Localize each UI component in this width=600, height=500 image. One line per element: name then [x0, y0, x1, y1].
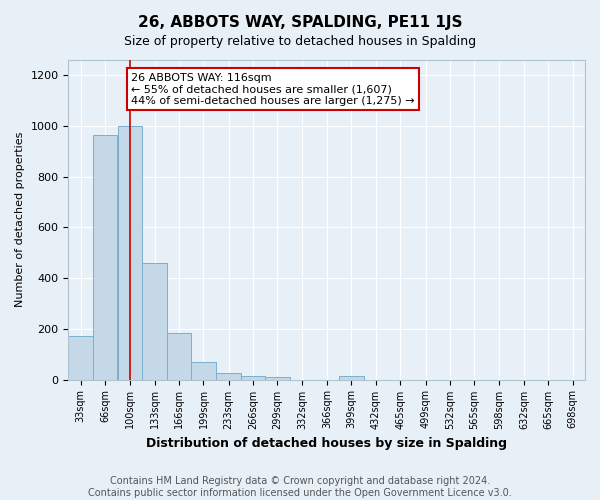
Text: Size of property relative to detached houses in Spalding: Size of property relative to detached ho… [124, 35, 476, 48]
Bar [265, 377, 290, 380]
Text: 26, ABBOTS WAY, SPALDING, PE11 1JS: 26, ABBOTS WAY, SPALDING, PE11 1JS [138, 15, 462, 30]
Bar [93, 135, 117, 380]
Text: 26 ABBOTS WAY: 116sqm
← 55% of detached houses are smaller (1,607)
44% of semi-d: 26 ABBOTS WAY: 116sqm ← 55% of detached … [131, 72, 415, 106]
Bar [241, 376, 265, 380]
Bar [167, 332, 191, 380]
Bar [68, 336, 93, 380]
Bar [339, 376, 364, 380]
Bar [142, 263, 167, 380]
Bar [217, 373, 241, 380]
Bar [191, 362, 215, 380]
Text: Contains HM Land Registry data © Crown copyright and database right 2024.
Contai: Contains HM Land Registry data © Crown c… [88, 476, 512, 498]
Y-axis label: Number of detached properties: Number of detached properties [15, 132, 25, 308]
Bar [118, 126, 142, 380]
X-axis label: Distribution of detached houses by size in Spalding: Distribution of detached houses by size … [146, 437, 507, 450]
